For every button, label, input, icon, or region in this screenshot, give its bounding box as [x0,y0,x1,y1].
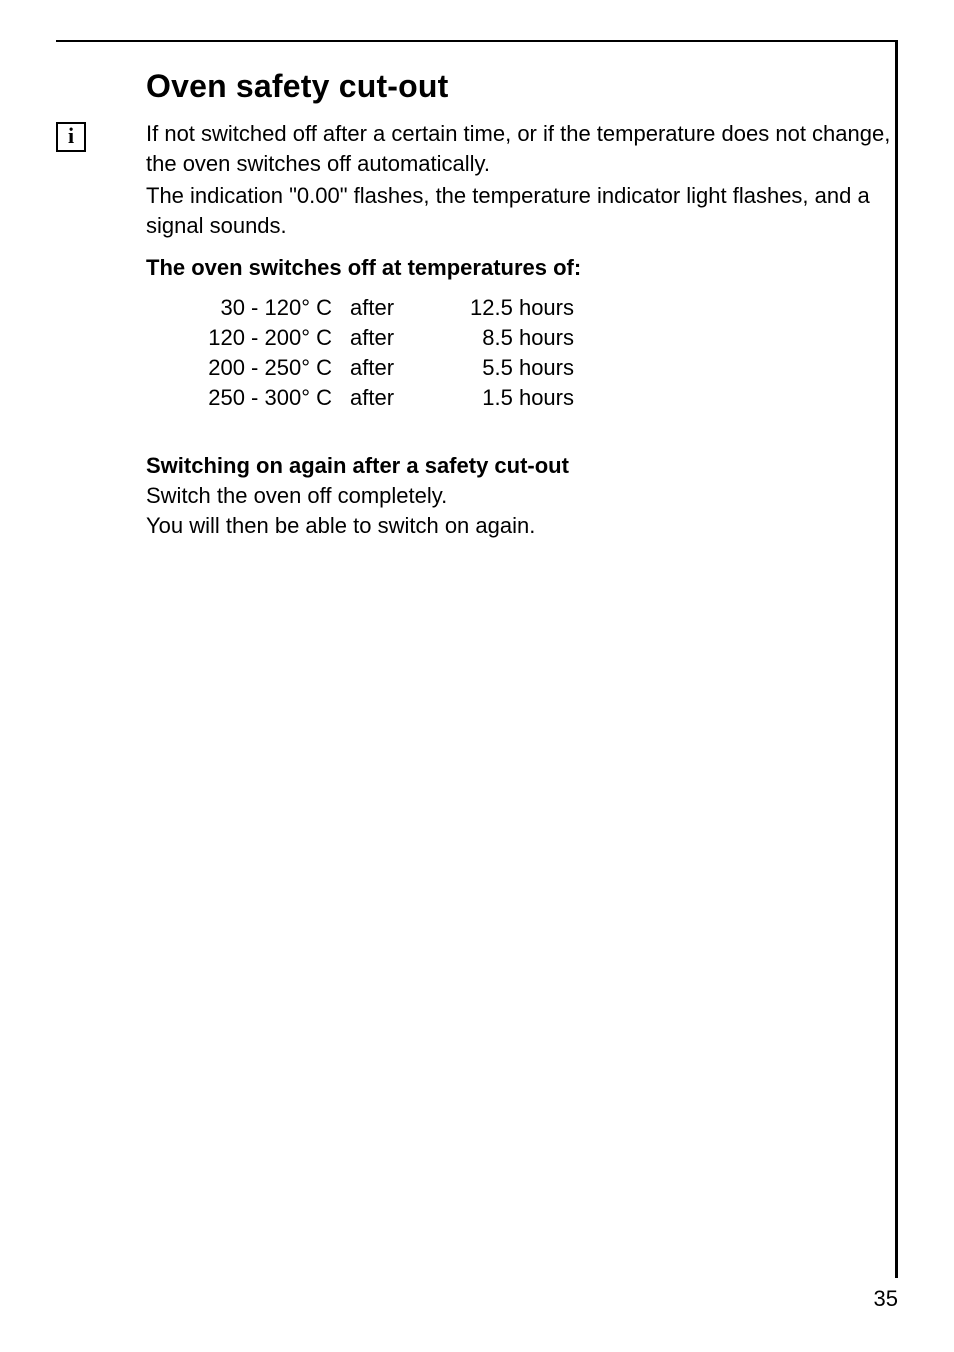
table-row: 250 - 300° C after 1.5 hours [176,383,898,413]
cutout-time: 5.5 hours [424,353,574,383]
table-row: 120 - 200° C after 8.5 hours [176,323,898,353]
cutout-time: 8.5 hours [424,323,574,353]
table-row: 30 - 120° C after 12.5 hours [176,293,898,323]
after-word: after [332,293,424,323]
restart-line-1: Switch the oven off completely. [146,481,898,511]
intro-paragraph-2: The indication "0.00" flashes, the tempe… [146,181,898,241]
info-icon-glyph: i [68,123,74,149]
temp-range: 120 - 200° C [176,323,332,353]
page-title: Oven safety cut-out [146,68,898,105]
page-number: 35 [874,1286,898,1312]
cutout-time: 1.5 hours [424,383,574,413]
intro-paragraph-1: If not switched off after a certain time… [146,119,898,179]
cutout-time: 12.5 hours [424,293,574,323]
page: Oven safety cut-out i If not switched of… [0,0,954,1352]
table-heading: The oven switches off at temperatures of… [146,253,898,283]
cutout-table: 30 - 120° C after 12.5 hours 120 - 200° … [176,293,898,413]
temp-range: 30 - 120° C [176,293,332,323]
temp-range: 200 - 250° C [176,353,332,383]
after-word: after [332,353,424,383]
content-column: Oven safety cut-out i If not switched of… [56,42,898,541]
table-row: 200 - 250° C after 5.5 hours [176,353,898,383]
info-icon: i [56,122,86,152]
temp-range: 250 - 300° C [176,383,332,413]
restart-heading: Switching on again after a safety cut-ou… [146,451,898,481]
restart-line-2: You will then be able to switch on again… [146,511,898,541]
after-word: after [332,323,424,353]
after-word: after [332,383,424,413]
